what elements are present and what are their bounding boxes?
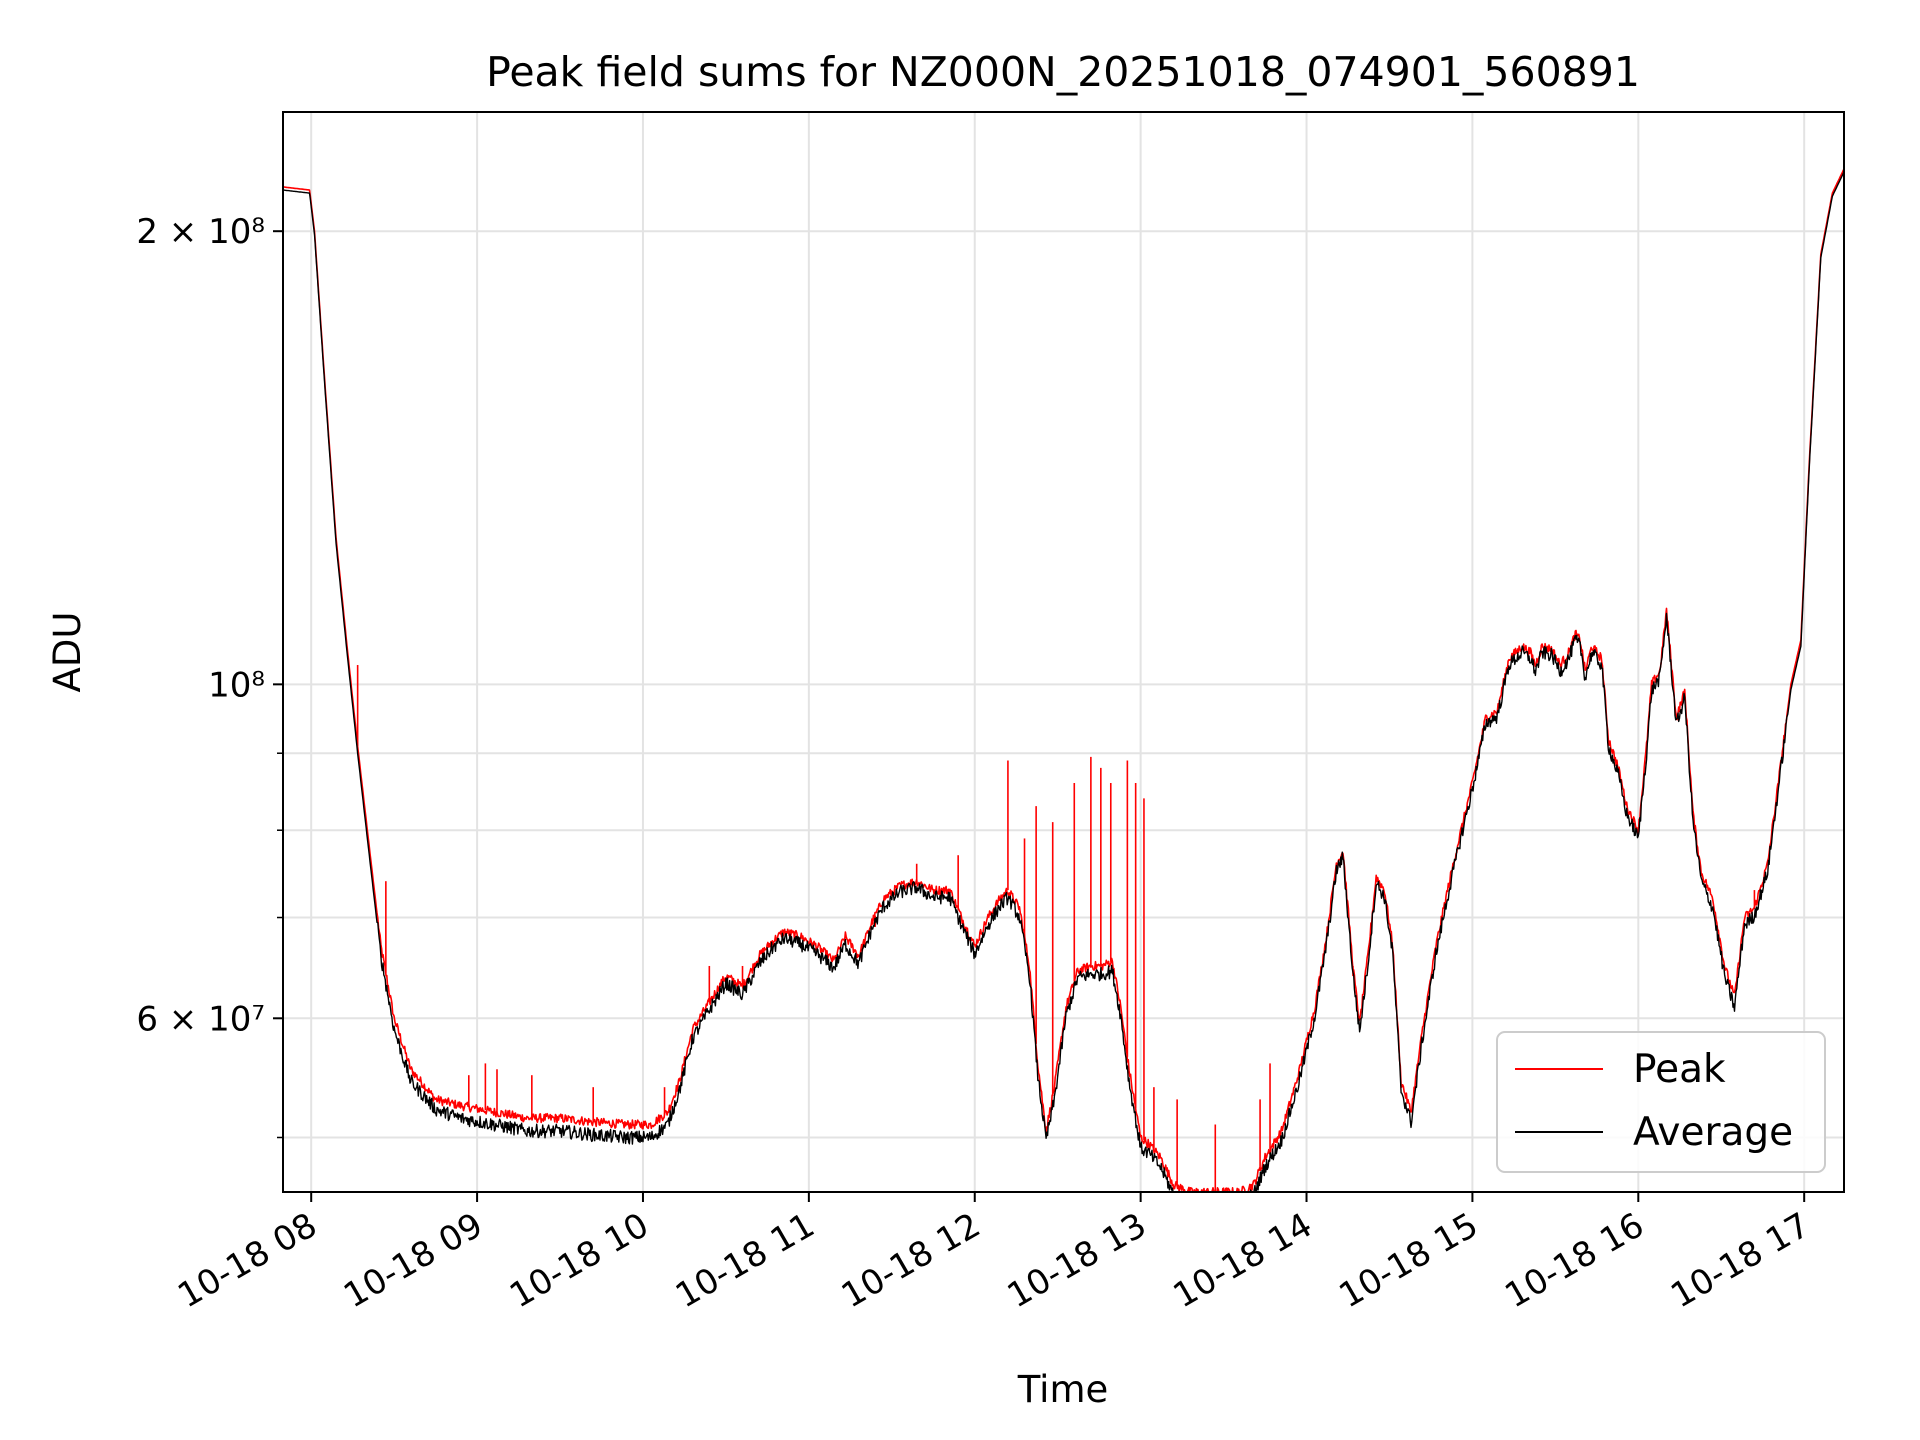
grid [283, 112, 1844, 1192]
plot-frame [282, 111, 1845, 1193]
legend: Peak Average [1496, 1031, 1826, 1173]
legend-peak-label: Peak [1633, 1047, 1726, 1092]
legend-average-label: Average [1633, 1110, 1793, 1155]
series-layer [283, 168, 1844, 1192]
x-axis-label: Time [1017, 1368, 1109, 1411]
y-tick-label: 2 × 10⁸ [136, 212, 265, 252]
y-tick-label: 10⁸ [208, 665, 265, 705]
y-axis-label: ADU [46, 612, 89, 693]
y-tick-label: 6 × 10⁷ [136, 999, 265, 1039]
series-peak-line [283, 168, 1844, 1192]
chart-title: Peak field sums for NZ000N_20251018_0749… [486, 48, 1640, 96]
series-average-line [283, 171, 1844, 1192]
legend-box [1496, 1031, 1826, 1173]
